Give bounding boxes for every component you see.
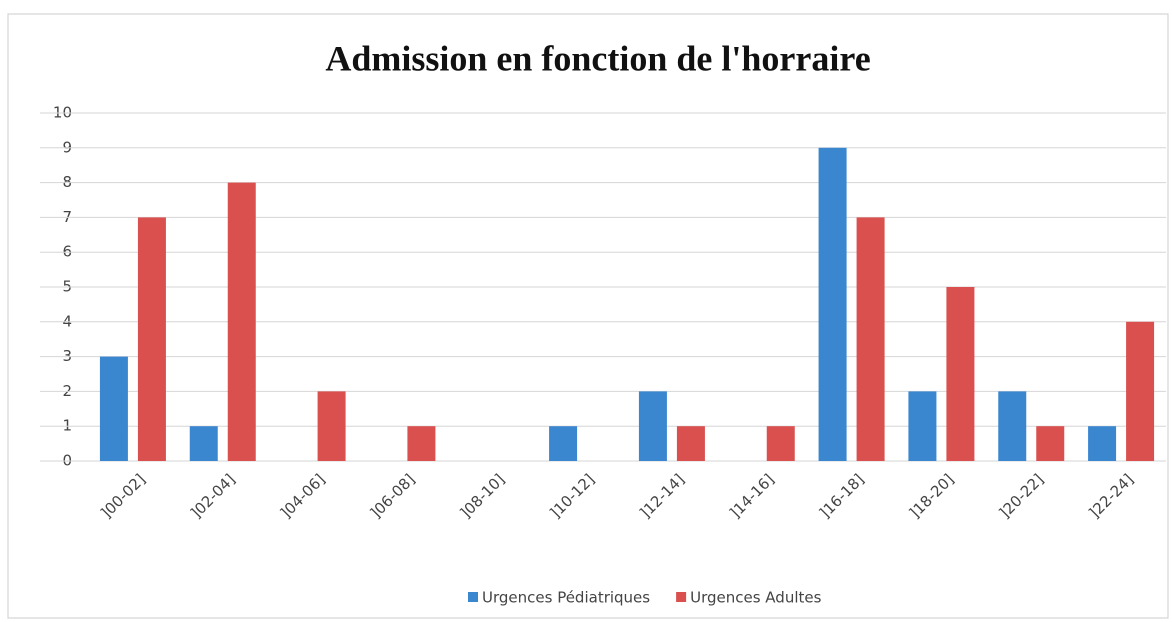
bar — [407, 426, 436, 461]
x-tick-label: ]12-14] — [636, 470, 688, 522]
bar — [946, 287, 975, 461]
x-tick-label: ]20-22] — [995, 470, 1047, 522]
x-tick-label: ]04-06] — [277, 470, 329, 522]
x-tick-label: ]22-24] — [1085, 470, 1137, 522]
x-tick-label: ]00-02] — [97, 470, 149, 522]
bar — [549, 426, 578, 461]
x-tick-label: ]18-20] — [906, 470, 958, 522]
bar — [766, 426, 795, 461]
x-tick-label: ]14-16] — [726, 470, 778, 522]
bar — [227, 182, 256, 461]
bar — [189, 426, 218, 461]
legend-swatch — [676, 592, 687, 602]
bar — [908, 391, 937, 461]
legend-label: Urgences Pédiatriques — [482, 589, 650, 607]
bar — [1036, 426, 1065, 461]
x-tick-label: ]16-18] — [816, 470, 868, 522]
legend-label: Urgences Adultes — [690, 589, 822, 607]
bar — [1088, 426, 1117, 461]
bar — [998, 391, 1027, 461]
x-tick-label: ]10-12] — [546, 470, 598, 522]
chart-title: Admission en fonction de l'horraire — [325, 38, 870, 78]
bar — [137, 217, 166, 461]
bar — [1126, 321, 1155, 461]
x-tick-label: ]08-10] — [456, 470, 508, 522]
x-tick-label: ]02-04] — [187, 470, 239, 522]
x-tick-label: ]06-08] — [367, 470, 419, 522]
bar — [856, 217, 885, 461]
bar — [638, 391, 667, 461]
bar — [317, 391, 346, 461]
bar — [818, 147, 847, 462]
bar — [676, 426, 705, 461]
chart-frame — [7, 13, 1169, 619]
bar — [99, 356, 128, 461]
legend-swatch — [468, 592, 478, 602]
